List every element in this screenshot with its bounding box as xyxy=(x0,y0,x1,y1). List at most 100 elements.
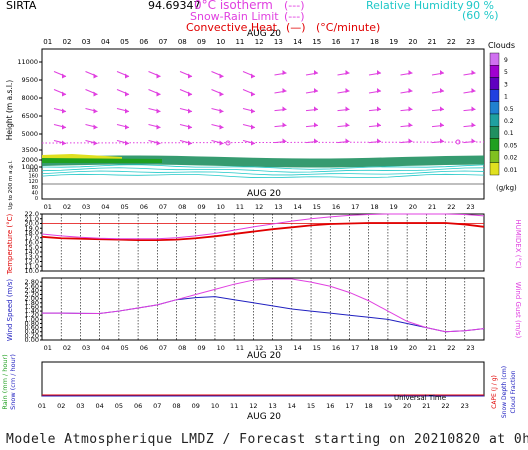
cloud-ytick-label: 2000 xyxy=(21,156,38,164)
hour-tick-label-bottom: 04 xyxy=(96,402,104,410)
wind-arrow-head xyxy=(125,91,129,97)
hour-tick-label-mid: 01 xyxy=(44,203,52,211)
series-line xyxy=(41,222,485,242)
wind-arrow-head xyxy=(125,124,129,130)
wind-arrow-head xyxy=(345,106,350,112)
hour-tick-label-low: 14 xyxy=(293,344,301,352)
snow-depth-ylabel: Snow Depth (cm) xyxy=(501,366,508,418)
rh-90: 90 % xyxy=(466,0,494,12)
hour-tick-label-bottom: 02 xyxy=(57,402,65,410)
hour-tick-label-low: 20 xyxy=(409,344,417,352)
wind-arrow-head xyxy=(345,70,350,75)
cloud-legend-level: 1 xyxy=(504,94,508,101)
wind-arrow-head xyxy=(408,122,413,128)
hour-tick-label-mid: 07 xyxy=(159,203,167,211)
ytick-label: 1.40 xyxy=(25,307,39,315)
hour-tick-label-bottom: 06 xyxy=(134,402,142,410)
cloud-ytick-label: 3500 xyxy=(21,146,38,154)
isotherm-label: 0°C isotherm xyxy=(194,0,273,12)
ytick-label: 2.80 xyxy=(25,278,39,286)
isotherm-symbol: (---) xyxy=(284,0,305,12)
wind-arrow-head xyxy=(471,70,476,75)
ytick-label: 2.60 xyxy=(25,282,39,290)
ytick-label: 2.00 xyxy=(25,295,39,303)
wind-arrow-head xyxy=(377,122,381,128)
date-label-mid: AUG 20 xyxy=(247,189,281,199)
wind-gust-ylabel: Wind Gust (m/s) xyxy=(514,282,522,339)
hour-tick-label-low: 16 xyxy=(332,344,340,352)
wind-arrow-head xyxy=(125,73,129,79)
ytick-label: 10.0 xyxy=(25,267,39,275)
panel-frame xyxy=(41,277,485,341)
hour-tick-label-bottom: 16 xyxy=(326,402,334,410)
wind-arrow-head xyxy=(440,122,444,128)
wind-arrow-head xyxy=(251,124,255,130)
hour-tick-label-mid: 04 xyxy=(101,203,109,211)
wind-arrow-head xyxy=(156,108,161,114)
wind-arrow-head xyxy=(440,70,444,75)
ytick-label: 2.20 xyxy=(25,291,39,299)
hour-tick-label-mid: 02 xyxy=(63,203,71,211)
cloud-ytick-label: 5000 xyxy=(21,130,38,138)
hour-tick-label-bottom: 21 xyxy=(422,402,430,410)
wind-arrow-head xyxy=(125,108,129,114)
hour-tick-label-top: 02 xyxy=(63,38,72,46)
isotherm-marker xyxy=(455,139,461,145)
hour-tick-label-low: 19 xyxy=(390,344,398,352)
hour-tick-label-top: 14 xyxy=(293,38,302,46)
hour-tick-label-low: 05 xyxy=(120,344,128,352)
wind-arrow-head xyxy=(471,122,476,128)
ytick-label: 11.0 xyxy=(25,262,39,270)
hour-tick-label-mid: 21 xyxy=(428,203,436,211)
cloud-panel-frame xyxy=(41,48,485,200)
hour-tick-label-mid: 06 xyxy=(140,203,148,211)
wind-arrow-head xyxy=(251,91,255,97)
hour-tick-label-mid: 14 xyxy=(293,203,301,211)
rain-panel-frame xyxy=(41,361,485,397)
hour-tick-label-low: 22 xyxy=(447,344,455,352)
ytick-label: 1.80 xyxy=(25,299,39,307)
wind-arrow-head xyxy=(440,106,444,112)
ytick-label: 0.40 xyxy=(25,328,39,336)
hour-tick-label-low: 02 xyxy=(63,344,71,352)
cloud-ylabel2: Up to 200 m a.g.l. xyxy=(8,160,14,210)
wind-arrow-head xyxy=(282,122,287,128)
hour-tick-label-top: 07 xyxy=(159,38,168,46)
cloud-band-green xyxy=(42,158,162,163)
hour-tick-label-top: 06 xyxy=(139,38,148,46)
cloud-band xyxy=(42,155,484,168)
hour-tick-label-bottom: 14 xyxy=(288,402,296,410)
isotherm-marker xyxy=(225,140,231,146)
wind-arrow-head xyxy=(156,73,161,79)
convective-symbol: (—) xyxy=(286,21,306,34)
wind-speed-ylabel: Wind Speed (m/s) xyxy=(6,279,14,342)
date-label-top: AUG 20 xyxy=(247,29,281,39)
wind-arrow-head xyxy=(314,88,318,93)
wind-arrow-head xyxy=(471,106,476,112)
ytick-label: 22.0 xyxy=(25,210,39,218)
wind-arrow-head xyxy=(471,88,476,93)
time-axis-label: Universal Time xyxy=(394,394,446,402)
ytick-label: 0.00 xyxy=(25,336,39,344)
ytick-label: 21.0 xyxy=(25,215,39,223)
rain-ylabel: Rain (mm / hour) xyxy=(1,354,9,409)
forecast-footer: Modele Atmospherique LMDZ / Forecast sta… xyxy=(6,432,528,447)
cloud-legend-swatch xyxy=(489,125,500,139)
hour-tick-label-top: 08 xyxy=(178,38,187,46)
wind-arrow-head xyxy=(62,73,66,79)
cloud-ytick-low-label: 120 xyxy=(28,179,38,185)
cloud-legend-level: 0.2 xyxy=(504,118,514,125)
ytick-label: 0.80 xyxy=(25,319,39,327)
hour-tick-label-bottom: 13 xyxy=(268,402,276,410)
hour-tick-label-bottom: 20 xyxy=(403,402,411,410)
wind-arrow-head xyxy=(408,88,413,93)
hour-tick-label-low: 03 xyxy=(82,344,90,352)
station-name: SIRTA xyxy=(6,0,37,12)
ytick-label: 0.20 xyxy=(25,332,39,340)
hour-tick-label-bottom: 10 xyxy=(211,402,219,410)
ytick-label: 1.00 xyxy=(25,315,39,323)
cloud-legend-swatch xyxy=(489,52,500,66)
hour-tick-label-mid: 18 xyxy=(370,203,378,211)
cloud-legend-level: 0.1 xyxy=(504,130,514,137)
cloud-ytick-label: 9500 xyxy=(21,76,38,84)
